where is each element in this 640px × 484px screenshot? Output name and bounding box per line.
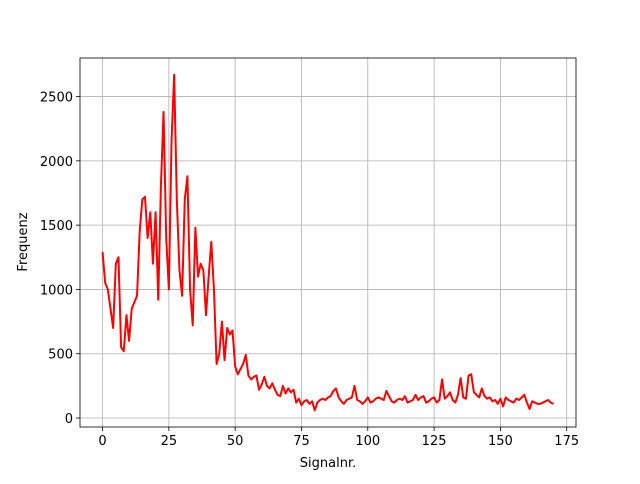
- x-tick-label: 25: [161, 434, 178, 449]
- y-tick-label: 2500: [40, 91, 73, 106]
- x-tick-label: 175: [554, 434, 579, 449]
- y-tick-label: 500: [48, 348, 73, 363]
- y-tick-label: 1000: [40, 283, 73, 298]
- x-axis-label: Signalnr.: [300, 456, 356, 471]
- x-tick-label: 100: [355, 434, 380, 449]
- x-tick-label: 125: [422, 434, 447, 449]
- x-tick-label: 50: [227, 434, 244, 449]
- x-tick-label: 75: [293, 434, 310, 449]
- y-tick-label: 1500: [40, 219, 73, 234]
- plot-frame: [79, 57, 577, 428]
- y-tick-label: 0: [65, 412, 73, 427]
- data-line: [101, 73, 554, 412]
- y-tick-label: 2000: [40, 155, 73, 170]
- x-tick-label: 0: [98, 434, 106, 449]
- x-tick-label: 150: [488, 434, 513, 449]
- y-axis-label: Frequenz: [16, 212, 31, 271]
